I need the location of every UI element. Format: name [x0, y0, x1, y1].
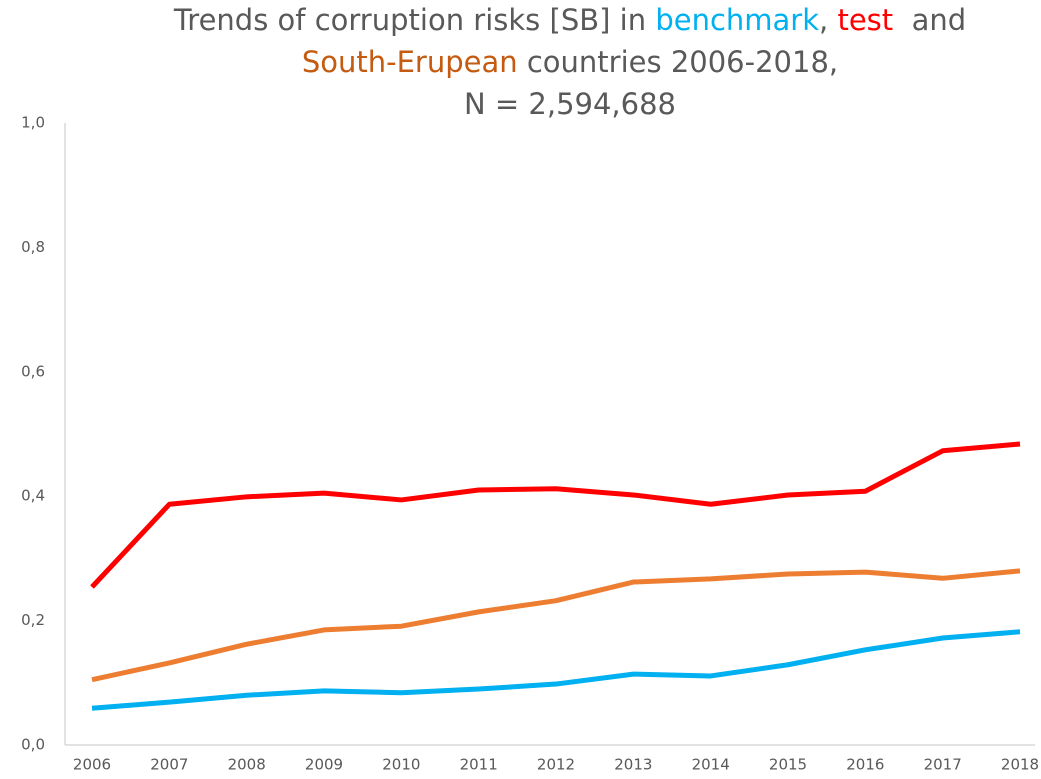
- y-tick-label: 0,4: [21, 487, 45, 505]
- y-tick-label: 0,6: [21, 362, 45, 380]
- x-tick-label: 2015: [769, 756, 807, 774]
- title-part: N = 2,594,688: [464, 87, 676, 121]
- y-tick-label: 0,8: [21, 238, 45, 256]
- chart-title: Trends of corruption risks [SB] in bench…: [173, 3, 966, 37]
- title-part: South-Erupean: [302, 45, 518, 79]
- chart-title: South-Erupean countries 2006-2018,: [302, 45, 838, 79]
- x-tick-label: 2016: [846, 756, 884, 774]
- x-tick-label: 2008: [228, 756, 266, 774]
- chart-title: N = 2,594,688: [464, 87, 676, 121]
- y-tick-label: 1,0: [21, 114, 45, 132]
- title-part: ,: [819, 3, 837, 37]
- x-tick-label: 2009: [305, 756, 343, 774]
- x-tick-label: 2006: [73, 756, 111, 774]
- x-tick-label: 2007: [150, 756, 188, 774]
- x-tick-label: 2011: [460, 756, 498, 774]
- title-part: countries 2006-2018,: [518, 45, 838, 79]
- x-tick-label: 2013: [614, 756, 652, 774]
- series-line: [90, 441, 1021, 589]
- y-tick-label: 0,2: [21, 611, 45, 629]
- x-tick-label: 2014: [692, 756, 730, 774]
- title-part: and: [893, 3, 966, 37]
- x-tick-label: 2010: [382, 756, 420, 774]
- y-tick-label: 0,0: [21, 736, 45, 754]
- x-tick-label: 2018: [1001, 756, 1039, 774]
- x-tick-label: 2012: [537, 756, 575, 774]
- title-part: benchmark: [655, 3, 819, 37]
- series-line: [91, 568, 1021, 683]
- x-tick-label: 2017: [924, 756, 962, 774]
- title-part: Trends of corruption risks [SB] in: [173, 3, 655, 37]
- series-line: [91, 629, 1021, 711]
- title-part: test: [837, 3, 893, 37]
